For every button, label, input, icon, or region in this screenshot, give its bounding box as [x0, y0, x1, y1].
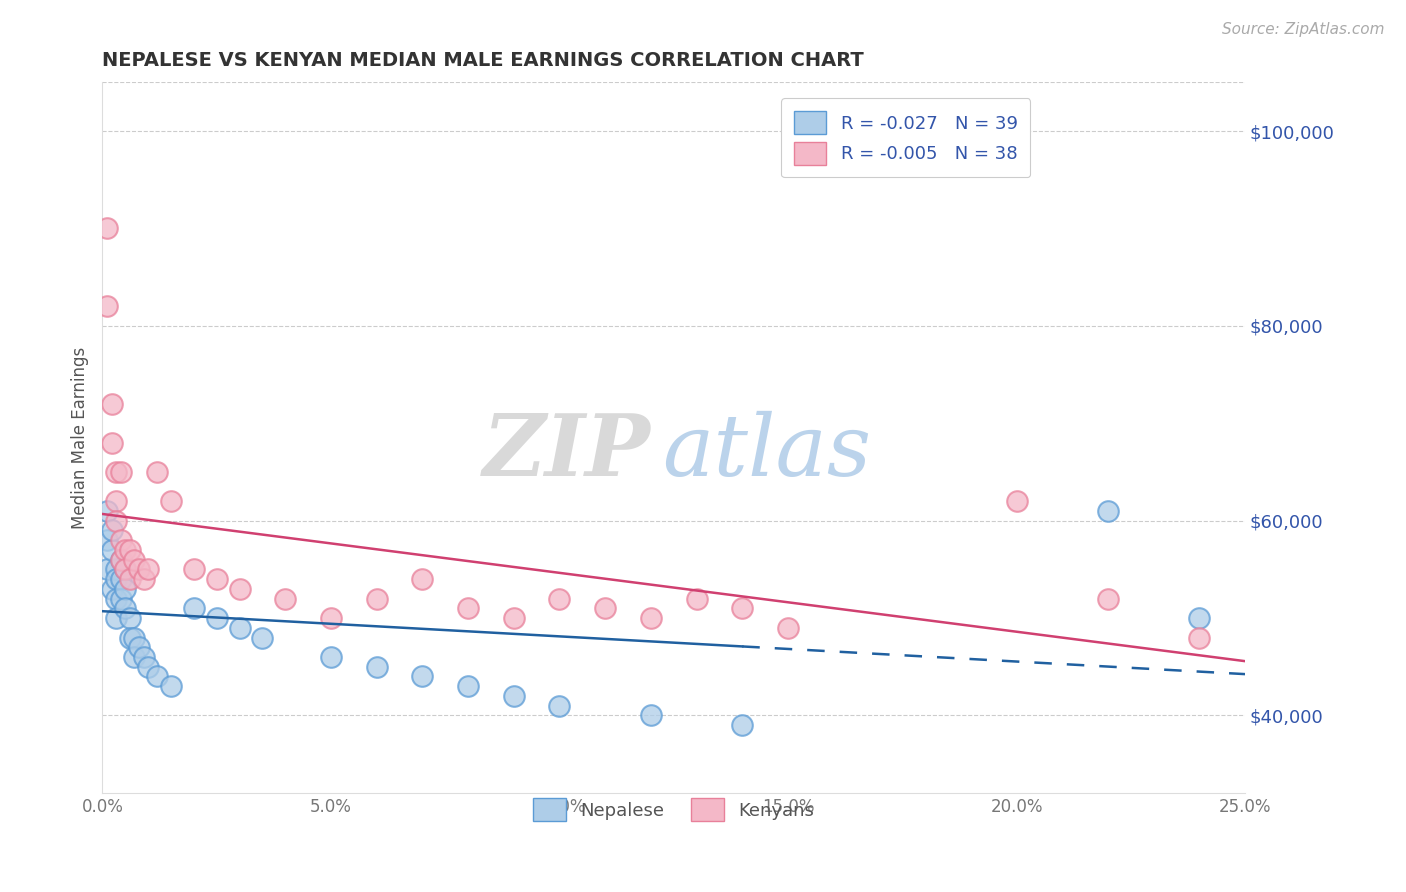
- Point: [105, 465, 128, 479]
- Point: [274, 591, 297, 606]
- Point: [110, 552, 132, 566]
- Point: [96, 299, 118, 313]
- Point: [319, 611, 342, 625]
- Y-axis label: Median Male Earnings: Median Male Earnings: [72, 347, 89, 529]
- Point: [593, 601, 616, 615]
- Point: [502, 689, 524, 703]
- Point: [457, 601, 479, 615]
- Text: Source: ZipAtlas.com: Source: ZipAtlas.com: [1222, 22, 1385, 37]
- Point: [205, 572, 228, 586]
- Point: [132, 572, 155, 586]
- Point: [100, 542, 122, 557]
- Point: [128, 562, 150, 576]
- Point: [100, 582, 122, 596]
- Point: [160, 679, 183, 693]
- Point: [124, 552, 146, 566]
- Point: [685, 591, 707, 606]
- Point: [114, 582, 136, 596]
- Point: [1005, 494, 1028, 508]
- Point: [776, 621, 799, 635]
- Point: [160, 494, 183, 508]
- Point: [110, 465, 132, 479]
- Point: [228, 621, 250, 635]
- Point: [114, 562, 136, 576]
- Point: [110, 591, 132, 606]
- Point: [124, 650, 146, 665]
- Point: [105, 572, 128, 586]
- Point: [132, 650, 155, 665]
- Point: [640, 611, 662, 625]
- Point: [100, 524, 122, 538]
- Point: [105, 611, 128, 625]
- Point: [146, 669, 169, 683]
- Point: [110, 552, 132, 566]
- Point: [105, 494, 128, 508]
- Point: [183, 601, 205, 615]
- Point: [183, 562, 205, 576]
- Text: NEPALESE VS KENYAN MEDIAN MALE EARNINGS CORRELATION CHART: NEPALESE VS KENYAN MEDIAN MALE EARNINGS …: [103, 51, 865, 70]
- Point: [96, 533, 118, 548]
- Point: [110, 572, 132, 586]
- Point: [1097, 591, 1119, 606]
- Point: [411, 669, 433, 683]
- Point: [118, 611, 141, 625]
- Point: [100, 397, 122, 411]
- Point: [96, 562, 118, 576]
- Legend: Nepalese, Kenyans: Nepalese, Kenyans: [520, 786, 827, 834]
- Point: [319, 650, 342, 665]
- Point: [96, 504, 118, 518]
- Point: [114, 601, 136, 615]
- Point: [1188, 631, 1211, 645]
- Point: [731, 718, 754, 732]
- Point: [114, 542, 136, 557]
- Point: [105, 514, 128, 528]
- Point: [548, 698, 571, 713]
- Point: [502, 611, 524, 625]
- Point: [96, 221, 118, 235]
- Point: [366, 591, 388, 606]
- Point: [548, 591, 571, 606]
- Point: [128, 640, 150, 655]
- Text: ZIP: ZIP: [484, 410, 651, 494]
- Point: [640, 708, 662, 723]
- Point: [1097, 504, 1119, 518]
- Point: [110, 533, 132, 548]
- Point: [366, 659, 388, 673]
- Point: [100, 435, 122, 450]
- Point: [252, 631, 274, 645]
- Text: atlas: atlas: [662, 410, 872, 493]
- Point: [105, 591, 128, 606]
- Point: [205, 611, 228, 625]
- Point: [411, 572, 433, 586]
- Point: [118, 572, 141, 586]
- Point: [731, 601, 754, 615]
- Point: [118, 631, 141, 645]
- Point: [457, 679, 479, 693]
- Point: [136, 562, 159, 576]
- Point: [114, 562, 136, 576]
- Point: [1188, 611, 1211, 625]
- Point: [228, 582, 250, 596]
- Point: [118, 542, 141, 557]
- Point: [136, 659, 159, 673]
- Point: [124, 631, 146, 645]
- Point: [105, 562, 128, 576]
- Point: [146, 465, 169, 479]
